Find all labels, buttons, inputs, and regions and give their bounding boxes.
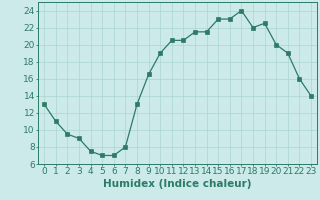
X-axis label: Humidex (Indice chaleur): Humidex (Indice chaleur) xyxy=(103,179,252,189)
